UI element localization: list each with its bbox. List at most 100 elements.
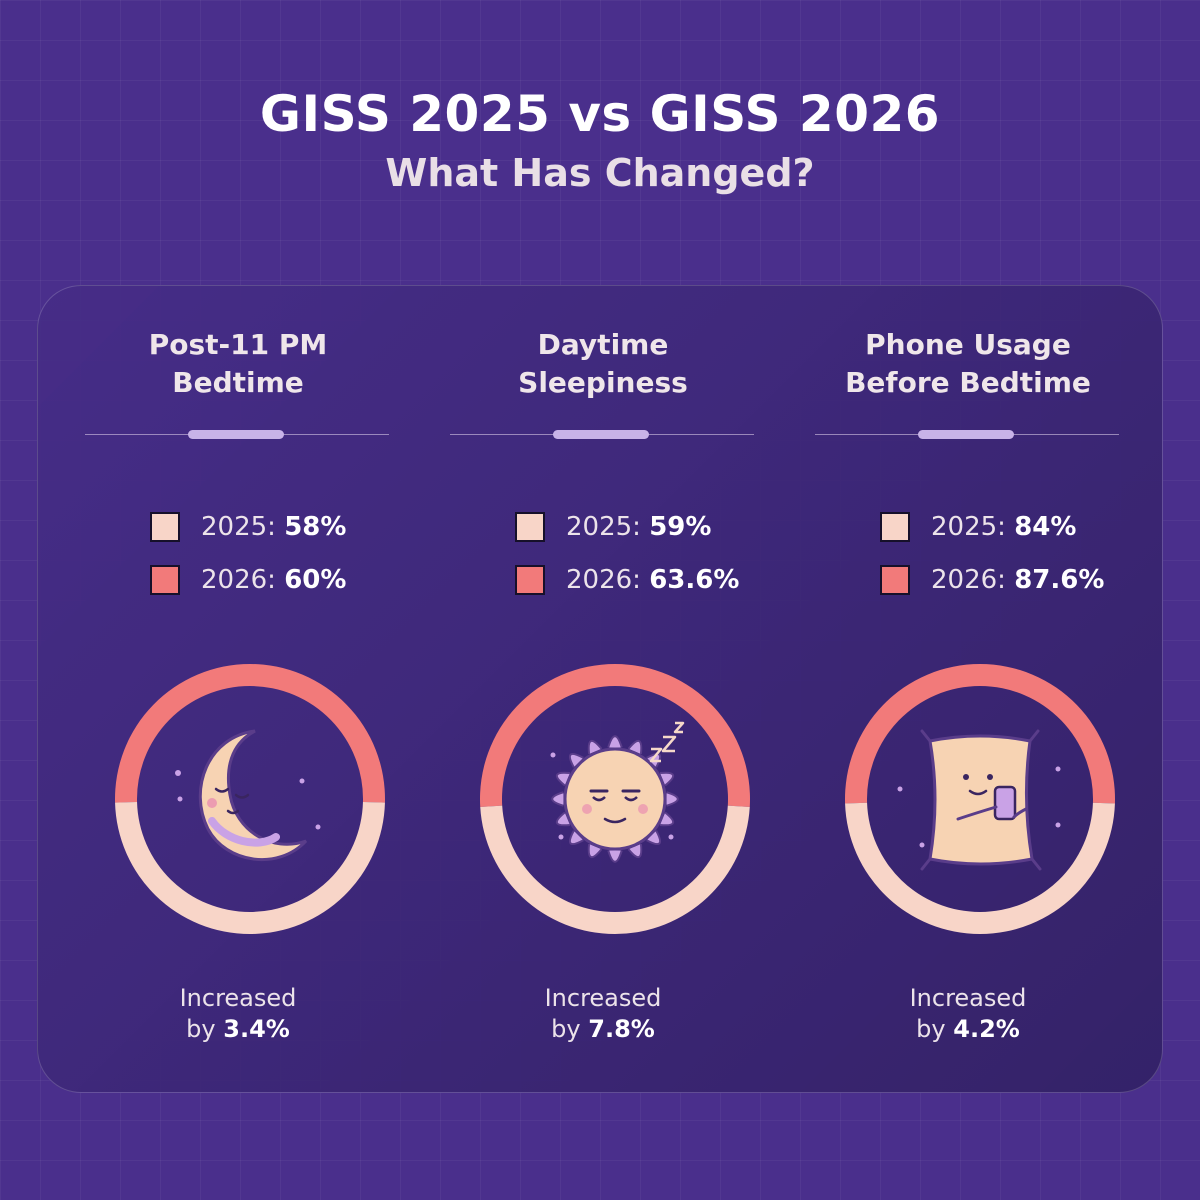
change-text: Increased xyxy=(544,984,662,1012)
chart-title: Post-11 PM Bedtime xyxy=(53,326,423,402)
legend-swatch xyxy=(150,512,180,542)
page-title: GISS 2025 vs GISS 2026 xyxy=(259,85,941,143)
pillow-arms xyxy=(956,805,1028,821)
change-value: 3.4% xyxy=(223,1015,290,1043)
donut-chart xyxy=(845,663,1115,934)
star-dot xyxy=(550,752,556,758)
donut-segment-2025 xyxy=(480,805,750,934)
change-prefix: by xyxy=(186,1015,216,1043)
star-dot xyxy=(299,778,305,784)
chart-title: Phone Usage Before Bedtime xyxy=(783,326,1153,402)
moon-mouth xyxy=(226,809,240,815)
chart-title-line: Daytime xyxy=(537,328,669,361)
chart-title-line: Post-11 PM xyxy=(148,328,328,361)
legend-swatch xyxy=(515,565,545,595)
star-dot xyxy=(175,770,181,776)
star-dot xyxy=(558,834,564,840)
sun-face xyxy=(563,747,667,851)
donut-segment-2026 xyxy=(480,664,750,807)
legend-swatch xyxy=(150,565,180,595)
moon-body xyxy=(198,729,308,862)
legend-value: 59% xyxy=(649,512,712,542)
star-dot xyxy=(177,796,183,802)
sun-cheek xyxy=(582,804,592,814)
chart-legend: 2025: 84% 2026: 87.6% xyxy=(880,510,1104,616)
chart-title-line: Phone Usage xyxy=(865,328,1071,361)
legend-label: 2025: 59% xyxy=(566,512,712,542)
illustration xyxy=(550,721,685,863)
pillow-phone-icon xyxy=(897,729,1061,871)
donut-segment-2026 xyxy=(115,663,385,803)
chart-title-line: Before Bedtime xyxy=(845,366,1091,399)
star-dot xyxy=(897,786,903,792)
chart-title-line: Sleepiness xyxy=(518,366,688,399)
pillow-body xyxy=(928,734,1034,866)
legend-item-2025: 2025: 58% xyxy=(150,510,346,544)
divider-pill xyxy=(553,430,649,439)
donut-segment-2026 xyxy=(845,663,1115,804)
legend-value: 84% xyxy=(1014,512,1077,542)
legend-label: 2025: 58% xyxy=(201,512,347,542)
sleepy-sun-icon xyxy=(550,721,685,863)
phone-icon xyxy=(993,785,1017,821)
change-value: 7.8% xyxy=(588,1015,655,1043)
legend-year: 2025 xyxy=(931,512,998,542)
illustration xyxy=(175,729,321,862)
moon-cheek xyxy=(207,798,217,808)
illustration xyxy=(897,729,1061,871)
chart-legend: 2025: 59% 2026: 63.6% xyxy=(515,510,739,616)
legend-label: 2025: 84% xyxy=(931,512,1077,542)
donut-chart xyxy=(115,663,385,934)
zzz-icon xyxy=(649,721,685,763)
chart-title-line: Bedtime xyxy=(172,366,304,399)
change-summary: Increased by 7.8% xyxy=(418,983,788,1045)
chart-column: Post-11 PM Bedtime 2025: 58% 2026: 60% Incre… xyxy=(53,286,423,1094)
chart-title: Daytime Sleepiness xyxy=(418,326,788,402)
legend-label: 2026: 63.6% xyxy=(566,565,740,595)
sun-eyelids xyxy=(592,796,638,802)
change-line: by 3.4% xyxy=(53,1014,423,1045)
legend-year: 2026 xyxy=(566,565,633,595)
legend-value: 87.6% xyxy=(1014,565,1105,595)
legend-item-2025: 2025: 84% xyxy=(880,510,1104,544)
page-subtitle: What Has Changed? xyxy=(385,151,815,195)
sleeping-moon-icon xyxy=(175,729,321,862)
change-summary: Increased by 4.2% xyxy=(783,983,1153,1045)
legend-item-2026: 2026: 60% xyxy=(150,563,346,597)
legend-value: 58% xyxy=(284,512,347,542)
divider-pill xyxy=(918,430,1014,439)
change-prefix: by xyxy=(551,1015,581,1043)
star-dot xyxy=(1055,822,1061,828)
legend-year: 2026 xyxy=(931,565,998,595)
moon-arm xyxy=(208,817,280,847)
legend-item-2026: 2026: 87.6% xyxy=(880,563,1104,597)
chart-legend: 2025: 58% 2026: 60% xyxy=(150,510,346,616)
legend-item-2025: 2025: 59% xyxy=(515,510,739,544)
star-dot xyxy=(919,842,925,848)
change-summary: Increased by 3.4% xyxy=(53,983,423,1045)
legend-label: 2026: 87.6% xyxy=(931,565,1105,595)
chart-column: Daytime Sleepiness 2025: 59% 2026: 63.6% Inc… xyxy=(418,286,788,1094)
donut-chart xyxy=(480,664,750,934)
star-dot xyxy=(315,824,321,830)
legend-swatch xyxy=(880,565,910,595)
donut-segment-2025 xyxy=(845,802,1115,934)
chart-column: Phone Usage Before Bedtime 2025: 84% 2026: … xyxy=(783,286,1153,1094)
legend-label: 2026: 60% xyxy=(201,565,347,595)
sun-rays xyxy=(551,735,679,863)
change-prefix: by xyxy=(916,1015,946,1043)
legend-swatch xyxy=(515,512,545,542)
pillow-mouth xyxy=(968,789,988,796)
change-text: Increased xyxy=(909,984,1027,1012)
comparison-panel: Post-11 PM Bedtime 2025: 58% 2026: 60% Incre… xyxy=(37,285,1163,1093)
legend-year: 2025 xyxy=(201,512,268,542)
pillow-eye xyxy=(987,774,993,780)
legend-swatch xyxy=(880,512,910,542)
legend-year: 2025 xyxy=(566,512,633,542)
change-line: by 7.8% xyxy=(418,1014,788,1045)
change-text: Increased xyxy=(179,984,297,1012)
legend-year: 2026 xyxy=(201,565,268,595)
divider-pill xyxy=(188,430,284,439)
star-dot xyxy=(1055,766,1061,772)
moon-eyes xyxy=(214,787,250,799)
